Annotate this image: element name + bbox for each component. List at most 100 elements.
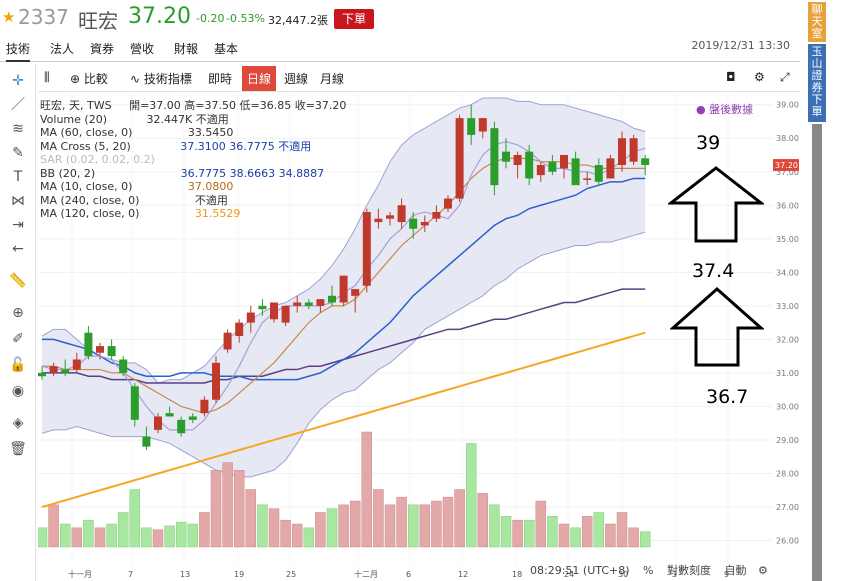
y-tick-label: 30.00 [776,402,799,411]
unlock-icon[interactable]: 🔓 [9,357,27,373]
volume-bar [384,504,396,548]
candle-body [362,211,371,286]
fib-icon[interactable]: ≋ [12,121,24,137]
auto-scale-toggle[interactable]: 自動 [724,564,747,577]
favorite-star-icon[interactable]: ★ [2,8,16,26]
camera-icon[interactable]: ◘ [726,70,736,84]
candle-type-icon[interactable]: ⫼ [44,70,50,84]
legend-macross-na: 不適用 [278,139,312,153]
esun-order-button[interactable]: 玉山證券下單 [808,44,826,122]
quote-header: ★ 2337 旺宏 37.20 -0.20 -0.53% 32,447.2張 下… [0,0,800,36]
candle-body [293,302,302,306]
candle-body [304,302,313,306]
price-change-pct: -0.53% [226,12,265,25]
zoom-in-icon[interactable]: ⊕ [12,305,24,321]
legend-sar: SAR (0.02, 0.02, 0.2) [40,153,155,166]
brush-icon[interactable]: ✎ [12,145,24,161]
volume-bar [71,527,83,548]
scrollbar[interactable] [812,124,822,581]
stock-name: 旺宏 [78,9,118,33]
legend-macross-v2: 36.7775 [229,139,275,153]
candle-body [72,359,81,370]
text-icon[interactable]: T [13,169,23,185]
volume-bar [489,504,500,548]
visibility-icon[interactable]: ◉ [11,383,25,399]
tab-financials[interactable]: 財報 [174,42,199,56]
candle-body [583,178,592,180]
candle-body [594,165,603,182]
candle-body [490,128,499,186]
trash-icon[interactable]: 🗑 [9,441,27,457]
timezone: (UTC+8) [582,564,630,577]
legend-ma240-na: 不適用 [194,193,228,207]
chart-toolbar: ⫼ ⊕ 比較 ∿ 技術指標 即時 日線 週線 月線 ◘ ⚙ ⤢ [38,64,800,92]
tab-technical[interactable]: 技術 [6,40,31,62]
candle-body [165,413,174,417]
side-panel: 聊天室 玉山證券下單 [800,0,845,581]
candle-body [177,419,186,434]
volume-bar [407,504,419,548]
intraday-button[interactable]: 即時 [208,72,233,86]
annotation-36-7: 36.7 [706,386,749,408]
legend-ma120: MA (120, close, 0) [40,207,140,220]
gear-icon[interactable]: ⚙ [754,70,765,84]
chat-room-button[interactable]: 聊天室 [808,2,826,42]
legend-bb: BB (20, 2) [40,166,96,180]
candle-body [154,416,162,430]
legend-bb-v3: 34.8887 [278,166,325,180]
volume-bar [222,462,233,548]
layers-icon[interactable]: ◈ [12,415,24,431]
candle-body [316,299,325,306]
monthly-button[interactable]: 月線 [320,72,345,86]
volume-bar [175,521,187,548]
candle-body [606,158,615,179]
volume-bar [48,504,59,548]
y-tick-label: 36.00 [776,201,799,210]
candle-body [188,416,197,420]
pattern-icon[interactable]: ⋈ [11,193,25,209]
volume-bar [326,508,338,548]
candle-body [444,198,452,209]
legend-ma60-val: 33.5450 [187,126,234,139]
candle-body [455,118,464,199]
compare-button[interactable]: ⊕ 比較 [70,72,108,86]
legend-volume-na: 不適用 [195,112,229,126]
fullscreen-icon[interactable]: ⤢ [780,70,790,84]
volume-bar [605,523,616,548]
tab-basic[interactable]: 基本 [214,42,239,56]
volume-bar [338,504,349,548]
indicators-button[interactable]: ∿ 技術指標 [130,72,192,86]
candle-body [618,138,626,166]
after-hours-text: 盤後數據 [709,103,754,116]
measure-icon[interactable]: ⇥ [12,217,24,233]
volume-bar [210,470,222,548]
order-button[interactable]: 下單 [334,9,374,29]
candle-body [560,154,568,169]
candle-body [571,158,580,186]
indicator-legend: 旺宏, 天, TWS 開=37.00 高=37.50 低=36.85 收=37.… [40,99,346,221]
x-tick-label: 25 [286,570,296,579]
candle-body [420,222,429,226]
price-chart[interactable]: 39.00 38.00 37.00 36.00 35.00 34.00 33.00 32.00… [38,94,800,581]
percent-toggle[interactable]: % [643,564,654,577]
tab-margin[interactable]: 資券 [90,42,115,56]
legend-main: 旺宏, 天, TWS [40,99,112,112]
tab-revenue[interactable]: 營收 [130,42,155,56]
volume-bar [245,489,257,548]
tab-institutional[interactable]: 法人 [50,42,75,56]
crosshair-icon[interactable]: ✛ [12,73,24,89]
ruler-icon[interactable]: 📏 [9,273,27,289]
log-scale-toggle[interactable]: 對數刻度 [666,564,711,577]
weekly-button[interactable]: 週線 [284,72,309,86]
candle-body [130,386,139,420]
lock-drawing-icon[interactable]: ✐ [12,331,24,347]
price-change: -0.20 [196,12,225,25]
candle-body [374,218,383,223]
daily-button[interactable]: 日線 [242,66,277,91]
volume-bar [419,504,431,548]
back-arrow-icon[interactable]: ← [12,241,24,257]
settings-icon[interactable]: ⚙ [757,564,768,577]
datetime: 2019/12/31 13:30 [691,39,790,52]
volume-bar [141,527,152,548]
trendline-icon[interactable]: ／ [11,97,25,113]
